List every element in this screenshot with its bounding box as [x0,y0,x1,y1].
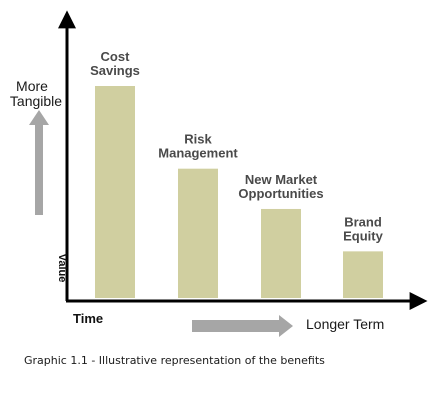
bar-3-label-line-1: New Market [245,172,318,187]
bar-1-label-line-1: Cost [101,49,131,64]
bar-3-label-line-2: Opportunities [238,186,323,201]
bar-2-label-line-1: Risk [184,132,212,147]
y-axis-label: More Tangible [10,78,62,109]
y-axis-vertical-text: Value [56,254,68,283]
y-axis-label-line-2: Tangible [10,93,62,109]
figure-caption: Graphic 1.1 - Illustrative representatio… [24,354,325,367]
bar-4-label-line-2: Equity [343,228,383,243]
bar-2 [178,168,218,298]
bar-3 [261,208,301,298]
bar-4 [343,251,383,298]
bar-1-label-line-2: Savings [90,63,140,78]
bar-2-label-line-2: Management [158,146,238,161]
right-arrow-icon [192,315,293,337]
y-axis-label-line-1: More [16,78,48,94]
bar-4-label-line-1: Brand [344,214,382,229]
bar-1 [95,86,135,298]
x-axis-end-label: Longer Term [306,316,384,332]
bars-layer [95,86,383,298]
x-axis-start-label: Time [73,311,103,326]
up-arrow-icon [29,110,49,215]
